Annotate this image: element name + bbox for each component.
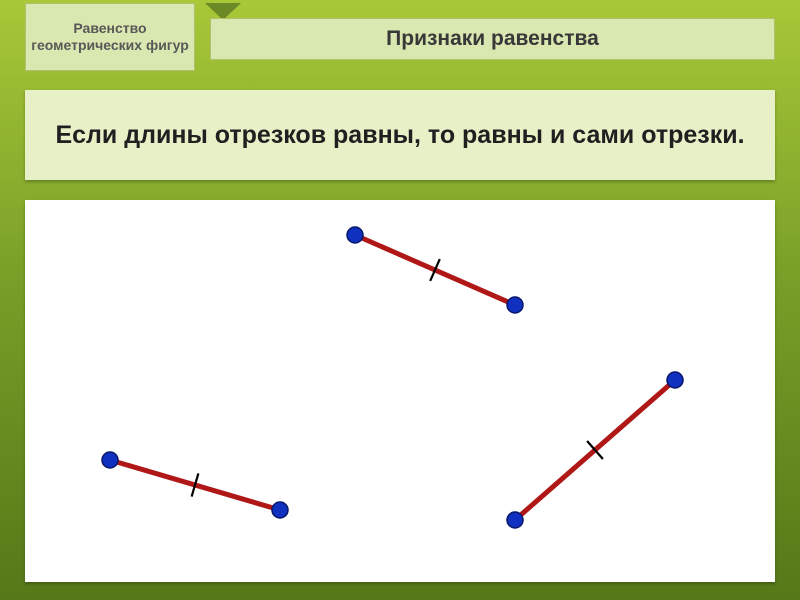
statement-text: Если длины отрезков равны, то равны и са…: [55, 119, 744, 152]
slide-root: Равенство геометрических фигур Признаки …: [0, 0, 800, 600]
section-tab: Равенство геометрических фигур: [25, 3, 195, 71]
statement-box: Если длины отрезков равны, то равны и са…: [25, 90, 775, 180]
title-text: Признаки равенства: [386, 27, 599, 51]
diagram-container: [25, 200, 775, 582]
section-tab-label: Равенство геометрических фигур: [30, 20, 190, 55]
title-bar: Признаки равенства: [210, 18, 775, 60]
segments-diagram: [25, 200, 775, 582]
